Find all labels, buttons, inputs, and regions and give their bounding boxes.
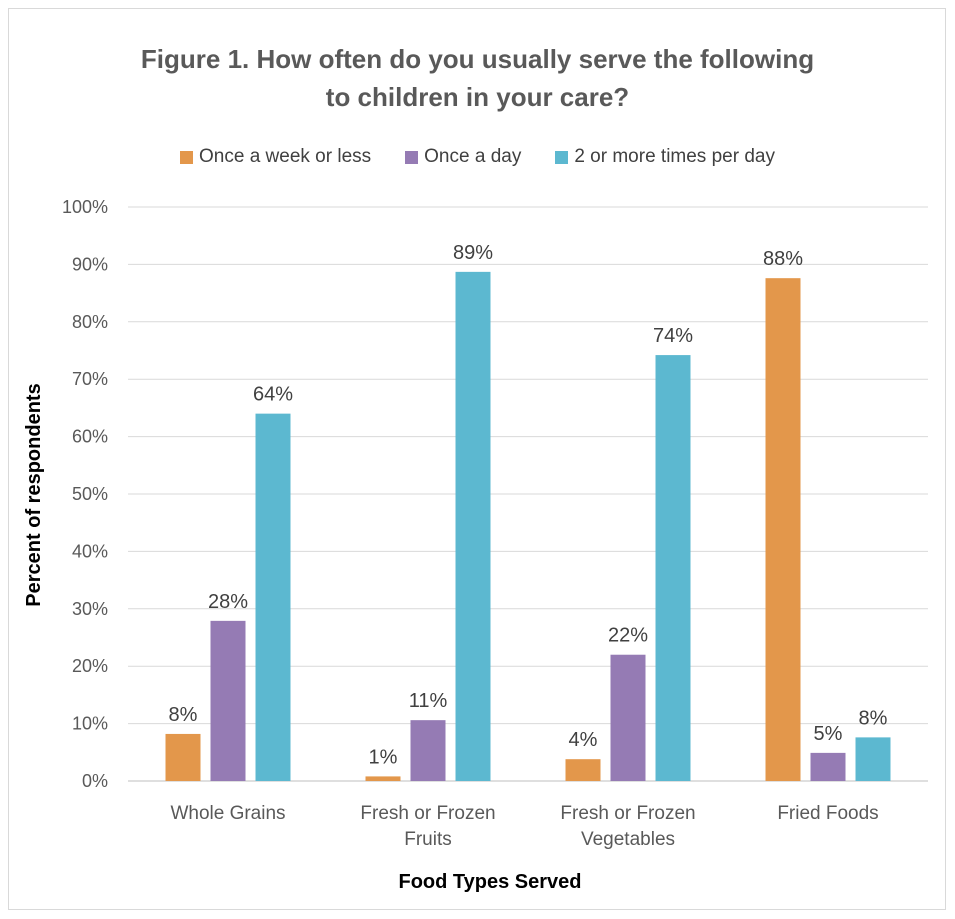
bar <box>655 355 691 781</box>
data-label: 28% <box>208 591 248 613</box>
legend-swatch-once-a-week <box>180 150 194 164</box>
data-label: 74% <box>653 325 693 347</box>
y-tick-label: 50% <box>72 484 108 504</box>
legend-item-once-a-day: Once a day <box>405 146 521 168</box>
y-tick-label: 60% <box>72 427 108 447</box>
x-axis-title: Food Types Served <box>398 871 581 893</box>
data-label: 4% <box>569 729 598 751</box>
data-label: 11% <box>409 690 448 712</box>
chart-title: Figure 1. How often do you usually serve… <box>0 40 955 116</box>
y-tick-label: 20% <box>72 656 108 676</box>
legend-item-two-or-more: 2 or more times per day <box>555 146 775 168</box>
bar <box>810 752 846 781</box>
data-label: 1% <box>369 746 398 768</box>
legend-swatch-once-a-day <box>405 150 419 164</box>
data-label: 22% <box>608 625 648 647</box>
bar <box>210 620 246 781</box>
bar <box>255 413 291 781</box>
chart-title-line-1: Figure 1. How often do you usually serve… <box>140 44 815 74</box>
x-category-label: Vegetables <box>581 829 675 850</box>
legend-label-once-a-week: Once a week or less <box>199 146 372 167</box>
y-tick-label: 0% <box>82 771 108 791</box>
chart-legend: Once a week or less Once a day 2 or more… <box>0 146 955 168</box>
legend-label-once-a-day: Once a day <box>424 146 522 167</box>
legend-item-once-a-week: Once a week or less <box>180 146 371 168</box>
x-category-label: Fruits <box>404 829 452 850</box>
bar <box>455 271 491 781</box>
data-label: 64% <box>253 384 293 406</box>
legend-label-two-or-more: 2 or more times per day <box>574 146 775 167</box>
legend-swatch-two-or-more <box>555 150 569 164</box>
bar <box>855 737 891 781</box>
x-category-label: Fresh or Frozen <box>360 803 495 824</box>
y-tick-label: 30% <box>72 599 108 619</box>
x-category-label: Whole Grains <box>170 803 285 824</box>
data-label: 88% <box>763 248 803 270</box>
y-tick-label: 100% <box>62 197 108 217</box>
bar <box>610 654 646 781</box>
data-label: 89% <box>453 242 493 264</box>
x-category-label: Fried Foods <box>777 803 878 824</box>
y-tick-label: 80% <box>72 312 108 332</box>
y-tick-label: 70% <box>72 369 108 389</box>
y-axis-title: Percent of respondents <box>23 383 45 606</box>
y-tick-label: 90% <box>72 254 108 274</box>
data-label: 8% <box>169 704 198 726</box>
data-label: 5% <box>814 723 843 745</box>
y-tick-label: 40% <box>72 541 108 561</box>
y-tick-label: 10% <box>72 714 108 734</box>
data-label: 8% <box>859 707 888 729</box>
chart-title-line-2: to children in your care? <box>325 82 630 112</box>
bar <box>565 759 601 781</box>
bar <box>165 733 201 781</box>
bar <box>410 720 446 781</box>
x-category-label: Fresh or Frozen <box>560 803 695 824</box>
bar <box>365 776 401 781</box>
bar <box>765 278 801 781</box>
